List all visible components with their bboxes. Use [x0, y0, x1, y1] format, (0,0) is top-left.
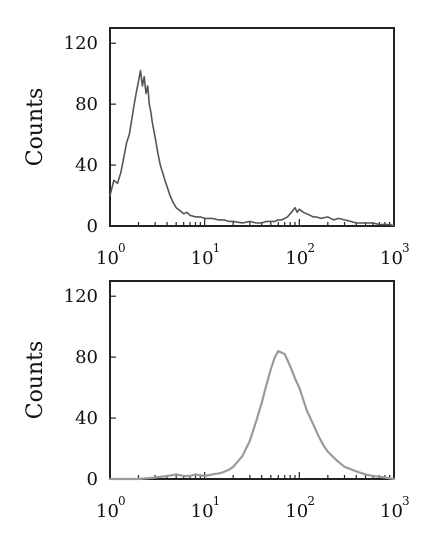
x-tick-label-exponent: 1 — [213, 494, 221, 508]
y-ticks-top: 0 40 80 120 — [64, 33, 116, 237]
x-ticks-bottom: 10 0 10 1 10 2 10 3 — [96, 472, 410, 522]
x-ticks-top: 10 0 10 1 10 2 10 3 — [96, 219, 410, 269]
y-tick-label: 120 — [64, 33, 98, 54]
x-tick-label-base: 10 — [380, 501, 403, 522]
x-tick-label-base: 10 — [285, 501, 308, 522]
y-tick-label: 40 — [75, 408, 98, 429]
histogram-series-bottom — [108, 350, 396, 481]
y-tick-label: 0 — [87, 469, 98, 490]
plot-frame-top — [109, 27, 395, 227]
y-tick-label: 80 — [75, 347, 98, 368]
y-tick-label: 120 — [64, 286, 98, 307]
y-tick-label: 80 — [75, 94, 98, 115]
y-ticks-bottom: 0 40 80 120 — [64, 286, 116, 490]
x-tick-label-exponent: 2 — [307, 494, 315, 508]
y-tick-label: 40 — [75, 155, 98, 176]
x-tick-label-exponent: 2 — [307, 241, 315, 255]
x-tick-label-base: 10 — [285, 248, 308, 269]
series-layer-bottom — [108, 350, 396, 481]
x-tick-label-exponent: 0 — [118, 241, 126, 255]
series-layer-top — [109, 69, 395, 227]
x-tick-label-base: 10 — [191, 501, 214, 522]
x-tick-label-exponent: 3 — [402, 241, 410, 255]
x-tick-label-base: 10 — [96, 248, 119, 269]
y-tick-label: 0 — [87, 216, 98, 237]
x-tick-label-exponent: 1 — [213, 241, 221, 255]
histogram-series-top — [109, 69, 395, 227]
x-tick-label-base: 10 — [380, 248, 403, 269]
plot-frame-bottom — [109, 280, 395, 480]
x-tick-label-base: 10 — [96, 501, 119, 522]
x-tick-label-exponent: 3 — [402, 494, 410, 508]
x-tick-label-exponent: 0 — [118, 494, 126, 508]
x-tick-label-base: 10 — [191, 248, 214, 269]
y-axis-label-bottom: Counts — [23, 341, 48, 420]
y-axis-label-top: Counts — [23, 88, 48, 167]
